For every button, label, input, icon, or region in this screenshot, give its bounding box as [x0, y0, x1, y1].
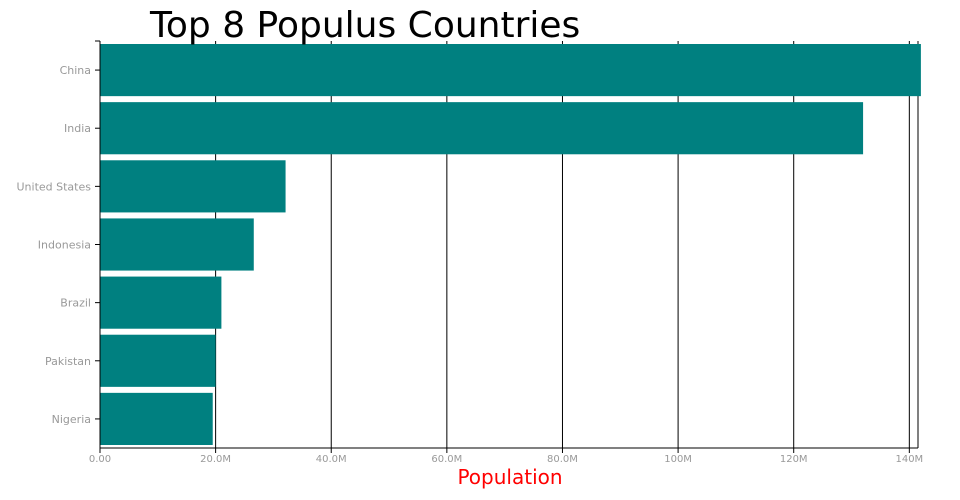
bar [100, 44, 921, 97]
y-tick-label: China [60, 64, 91, 77]
y-tick-label: Nigeria [52, 413, 91, 426]
bar [100, 160, 286, 213]
y-tick-label: United States [17, 180, 92, 193]
x-tick-label: 100M [664, 454, 692, 465]
grid-lines [215, 41, 919, 448]
x-tick-label: 140M [895, 454, 923, 465]
x-tick-label: 0.00 [89, 454, 111, 465]
x-tick-label: 40.0M [316, 454, 347, 465]
x-axis-title: Population [457, 465, 563, 489]
bars [100, 44, 921, 445]
y-tick-label: Brazil [60, 297, 91, 310]
bar [100, 102, 864, 155]
bar [100, 334, 216, 387]
x-tick-label: 20.0M [200, 454, 231, 465]
y-tick-label: Indonesia [38, 239, 91, 252]
y-tick-label: India [64, 122, 91, 135]
bar [100, 276, 222, 329]
x-tick-label: 80.0M [547, 454, 578, 465]
chart-title: Top 8 Populus Countries [150, 5, 581, 46]
x-tick-label: 60.0M [431, 454, 462, 465]
bar [100, 392, 213, 445]
y-tick-label: Pakistan [45, 355, 91, 368]
axes: 0.00 20.0M 40.0M 60.0M 80.0M 100M 120M 140M Chin… [17, 40, 923, 465]
x-tick-label: 120M [780, 454, 808, 465]
bar [100, 218, 254, 271]
